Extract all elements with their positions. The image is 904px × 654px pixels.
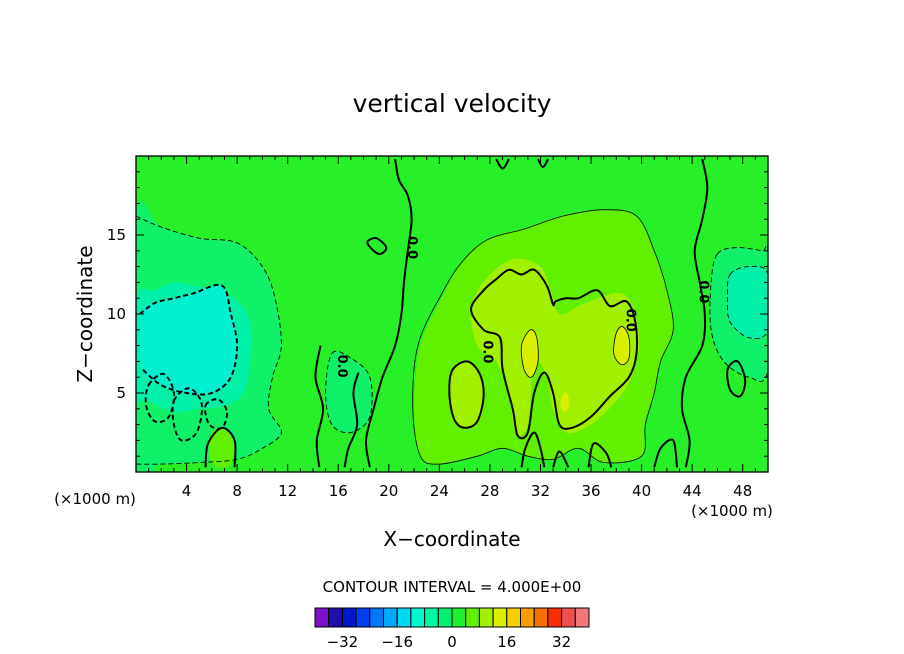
filled-region-pos-strong bbox=[560, 392, 570, 412]
x-tick-label: 32 bbox=[531, 482, 550, 500]
contour-line-solid bbox=[537, 158, 549, 169]
contour-lines bbox=[136, 158, 768, 468]
filled-region-pos-strong bbox=[521, 329, 539, 378]
contour-label: 0.0 bbox=[404, 236, 419, 259]
x-tick-label: 44 bbox=[683, 482, 702, 500]
colorbar-swatch bbox=[574, 607, 590, 628]
x-tick-label: 40 bbox=[632, 482, 651, 500]
contour-label: 0.0 bbox=[696, 280, 711, 303]
contour-line-solid bbox=[204, 426, 237, 468]
filled-region-neg-light bbox=[325, 351, 373, 433]
x-tick-label: 28 bbox=[480, 482, 499, 500]
colorbar-swatch bbox=[396, 607, 412, 628]
colorbar-swatch bbox=[520, 607, 535, 628]
colorbar-tick-label: 32 bbox=[552, 633, 571, 651]
colorbar-swatch bbox=[328, 607, 343, 628]
x-tick-label: 8 bbox=[232, 482, 242, 500]
contour-label: 0.0 bbox=[480, 340, 495, 363]
contour-interval-text: CONTOUR INTERVAL = 4.000E+00 bbox=[323, 578, 582, 596]
contour-line-solid bbox=[366, 237, 388, 256]
contour-line-dashed-bold bbox=[171, 387, 203, 442]
contour-line-solid bbox=[364, 158, 413, 468]
contour-line-solid bbox=[343, 372, 360, 468]
contour-line-dashed-bold bbox=[144, 372, 176, 424]
colorbar-swatch bbox=[341, 607, 357, 628]
colorbar-swatch bbox=[478, 607, 494, 628]
contour-line-solid bbox=[470, 268, 639, 440]
x-tick-label: 20 bbox=[379, 482, 398, 500]
y-tick-label: 15 bbox=[107, 226, 126, 244]
colorbar-tick-labels: −32 −16 0 16 32 bbox=[327, 633, 572, 651]
x-axis-label: X−coordinate bbox=[383, 527, 520, 551]
colorbar-tick-label: −32 bbox=[327, 633, 359, 651]
contour-line-solid bbox=[448, 360, 485, 429]
contour-line-solid bbox=[726, 360, 747, 398]
filled-contour-regions bbox=[136, 200, 768, 472]
x-unit-right: (×1000 m) bbox=[691, 502, 773, 520]
contour-line-solid bbox=[314, 345, 325, 468]
contour-line-solid bbox=[680, 159, 709, 468]
filled-region-neg-mid bbox=[727, 266, 768, 339]
colorbar bbox=[314, 607, 590, 628]
x-unit-left: (×1000 m) bbox=[54, 490, 136, 508]
colorbar-swatch bbox=[451, 607, 467, 628]
contour-line-solid bbox=[495, 158, 510, 170]
colorbar-swatch bbox=[506, 607, 521, 628]
contour-line-solid bbox=[552, 450, 570, 468]
colorbar-swatch bbox=[437, 607, 453, 628]
x-tick-label: 24 bbox=[430, 482, 449, 500]
contour-line-thin bbox=[613, 326, 631, 366]
colorbar-swatch bbox=[492, 607, 508, 628]
x-tick-label: 36 bbox=[581, 482, 600, 500]
filled-region-neg-strong bbox=[138, 284, 238, 395]
x-axis-ticks: 4 8 12 16 20 24 28 32 36 40 44 48 bbox=[135, 156, 769, 500]
contour-line-solid bbox=[520, 431, 546, 468]
colorbar-swatch bbox=[561, 607, 576, 628]
colorbar-swatch bbox=[533, 607, 549, 628]
filled-region-pos-mid bbox=[470, 258, 640, 436]
contour-line-dashed bbox=[709, 244, 768, 382]
colorbar-swatch bbox=[314, 607, 330, 628]
y-axis-ticks: 5 10 15 bbox=[107, 155, 768, 473]
contour-label: 0.0 bbox=[334, 355, 349, 378]
colorbar-tick-label: 0 bbox=[447, 633, 457, 651]
x-tick-label: 16 bbox=[329, 482, 348, 500]
y-tick-label: 10 bbox=[107, 305, 126, 323]
filled-region-pos-strong bbox=[613, 326, 630, 365]
contour-line-dashed bbox=[136, 215, 282, 465]
filled-region-pos-light bbox=[208, 427, 235, 469]
plot-area: 0.0 0.0 0.0 0.0 0.0 bbox=[135, 155, 769, 473]
colorbar-swatch bbox=[369, 607, 384, 628]
filled-region-pos-mid bbox=[449, 361, 484, 429]
contour-labels: 0.0 0.0 0.0 0.0 0.0 bbox=[334, 236, 711, 378]
contour-line-dashed-bold bbox=[139, 283, 239, 396]
contour-line-thin bbox=[520, 329, 539, 378]
colorbar-swatch bbox=[424, 607, 439, 628]
x-tick-label: 48 bbox=[733, 482, 752, 500]
colorbar-swatch bbox=[547, 607, 563, 628]
colorbar-tick-label: −16 bbox=[381, 633, 413, 651]
contour-line-thin bbox=[412, 209, 674, 465]
contour-line-dashed bbox=[726, 265, 768, 339]
colorbar-swatch bbox=[410, 607, 426, 628]
chart-title: vertical velocity bbox=[353, 89, 552, 118]
y-axis-label: Z−coordinate bbox=[73, 245, 97, 382]
colorbar-swatch bbox=[383, 607, 398, 628]
x-tick-label: 4 bbox=[182, 482, 192, 500]
colorbar-swatch bbox=[355, 607, 371, 628]
x-tick-label: 12 bbox=[278, 482, 297, 500]
contour-line-solid bbox=[653, 438, 678, 468]
colorbar-swatch bbox=[465, 607, 480, 628]
y-tick-label: 5 bbox=[116, 384, 126, 402]
contour-label: 0.0 bbox=[622, 309, 637, 332]
colorbar-tick-label: 16 bbox=[497, 633, 516, 651]
